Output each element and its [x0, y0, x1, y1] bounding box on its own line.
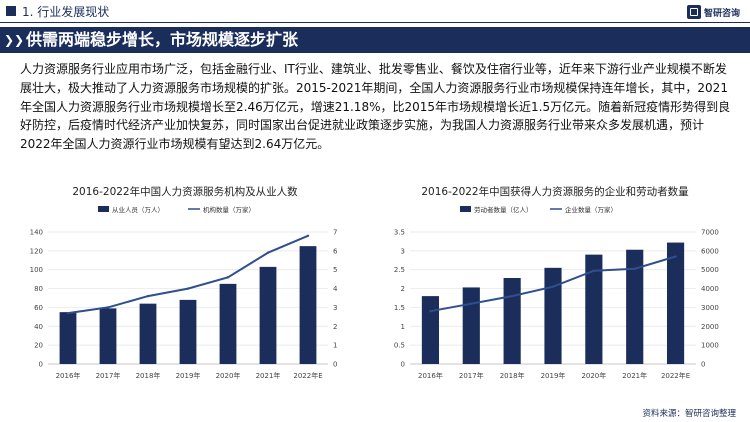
bar — [421, 296, 440, 364]
y-right-tick-label: 6 — [333, 247, 338, 255]
x-tick-label: 2016年 — [418, 371, 443, 380]
chart-1: 从业人员（万人） 机构数量（万家） 0 20 40 60 80 100 120 140 0 1 2 3 4 5… — [30, 205, 338, 380]
y-left-tick-label: 1 — [401, 323, 405, 331]
y-right-tick-label: 1000 — [701, 342, 719, 350]
y-right-tick-label: 2 — [333, 323, 337, 331]
line-point — [186, 287, 190, 290]
y-left-tick-label: 0 — [401, 361, 405, 369]
y-right-tick-label: 5000 — [701, 266, 719, 274]
bar — [259, 266, 277, 364]
x-tick-label: 2022年E — [293, 371, 322, 380]
y-left-tick-label: 20 — [34, 342, 43, 350]
x-tick-label: 2019年 — [541, 371, 566, 380]
legend-bar-label: 劳动者数量（亿人） — [474, 205, 533, 214]
bar — [299, 246, 317, 364]
bar — [139, 303, 157, 364]
chart-2: 劳动者数量（亿人） 企业数量（万家） 0 0.5 1 1.5 2 2.5 3 3.5 0 1000 20… — [394, 205, 719, 380]
line-point — [674, 255, 677, 258]
bar — [626, 249, 644, 364]
brand-logo-text: 智研咨询 — [703, 8, 740, 19]
x-tick-label: 2020年 — [216, 371, 241, 380]
x-tick-label: 2018年 — [136, 371, 161, 380]
chart-2-title: 2016-2022年中国获得人力资源服务的企业和劳动者数量 — [421, 186, 689, 198]
line-point — [510, 294, 514, 298]
section-title: 1. 行业发展现状 — [22, 5, 110, 19]
brand-logo-icon — [686, 5, 701, 19]
brand-logo: 智研咨询 — [686, 3, 740, 21]
bar — [462, 287, 480, 364]
legend-line-label: 机构数量（万家） — [203, 205, 255, 214]
headline-banner: ❯❯ 供需两端稳步增长，市场规模逐步扩张 — [0, 27, 750, 53]
legend-bar-swatch — [460, 206, 471, 212]
line-point — [551, 285, 555, 288]
y-left-tick-label: 2.5 — [394, 266, 405, 274]
y-left-tick-label: 2 — [401, 285, 405, 293]
bar — [179, 299, 197, 364]
x-tick-label: 2018年 — [500, 371, 525, 380]
y-left-tick-label: 0.5 — [394, 342, 405, 350]
x-tick-label: 2021年 — [622, 371, 647, 380]
bar — [503, 278, 521, 364]
bar — [585, 254, 603, 364]
line-point — [429, 310, 432, 313]
bar — [544, 267, 562, 364]
y-left-tick-label: 80 — [34, 285, 43, 293]
double-chevron-icon: ❯❯ — [4, 33, 25, 47]
x-tick-label: 2021年 — [256, 371, 281, 380]
y-left-tick-label: 100 — [30, 266, 43, 274]
y-right-tick-label: 7000 — [701, 229, 719, 237]
headline-title: 供需两端稳步增长，市场规模逐步扩张 — [26, 30, 299, 49]
y-left-tick-label: 40 — [34, 323, 43, 331]
y-left-tick-label: 140 — [30, 229, 43, 237]
bar — [666, 242, 685, 364]
line-point — [226, 276, 230, 279]
y-right-tick-label: 3 — [333, 304, 337, 312]
bar — [219, 283, 237, 364]
line-point — [306, 234, 310, 237]
x-tick-label: 2022年E — [661, 371, 690, 380]
header-divider — [0, 22, 750, 23]
line-point — [106, 306, 110, 309]
y-left-tick-label: 120 — [30, 247, 43, 255]
y-right-tick-label: 0 — [701, 361, 705, 369]
line-point — [592, 269, 596, 272]
source-note: 资料来源：智研咨询整理 — [642, 409, 736, 419]
line-point — [633, 267, 636, 270]
line-point — [66, 311, 70, 315]
y-left-tick-label: 3.5 — [394, 229, 405, 237]
y-left-tick-label: 3 — [401, 247, 405, 255]
y-left-tick-label: 0 — [39, 361, 43, 369]
y-right-tick-label: 6000 — [701, 247, 719, 255]
legend-line-label: 企业数量（万家） — [565, 205, 617, 214]
y-left-tick-label: 60 — [34, 304, 43, 312]
y-right-tick-label: 4 — [333, 285, 338, 293]
y-right-tick-label: 2000 — [701, 323, 719, 331]
legend-bar-label: 从业人员（万人） — [112, 205, 164, 214]
body-paragraph: 人力资源服务行业应用市场广泛，包括金融行业、IT行业、建筑业、批发零售业、餐饮及… — [20, 62, 731, 152]
chart-1-title: 2016-2022年中国人力资源服务机构及从业人数 — [72, 186, 298, 198]
y-right-tick-label: 5 — [333, 266, 337, 274]
y-right-tick-label: 4000 — [701, 285, 719, 293]
top-bar: 1. 行业发展现状 智研咨询 — [0, 0, 750, 24]
line-point — [470, 302, 473, 305]
line-point — [146, 294, 150, 298]
y-right-tick-label: 7 — [333, 229, 337, 237]
y-left-tick-label: 1.5 — [394, 304, 405, 312]
x-tick-label: 2016年 — [56, 371, 81, 380]
y-right-tick-label: 3000 — [701, 304, 719, 312]
y-right-tick-label: 1 — [333, 342, 337, 350]
line-point — [266, 251, 270, 254]
x-tick-label: 2019年 — [176, 371, 201, 380]
y-right-tick-label: 0 — [333, 361, 337, 369]
x-tick-label: 2017年 — [96, 371, 121, 380]
legend-bar-swatch — [98, 206, 109, 212]
bar — [99, 308, 117, 364]
section-square-icon — [6, 6, 16, 16]
bar — [59, 312, 77, 364]
x-tick-label: 2017年 — [459, 371, 484, 380]
x-tick-label: 2020年 — [581, 371, 606, 380]
